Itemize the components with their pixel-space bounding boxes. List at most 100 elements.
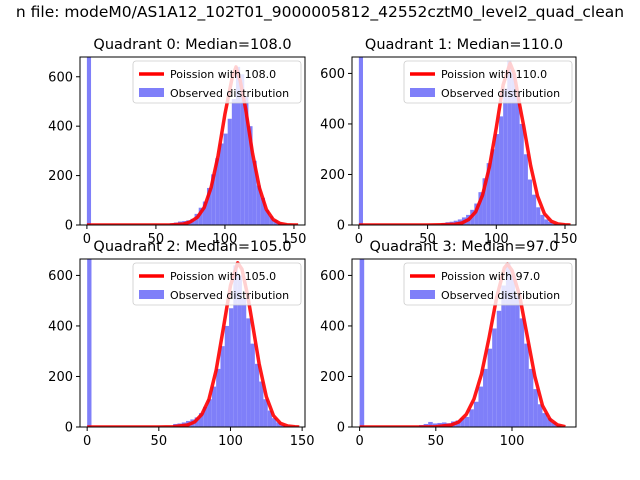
histogram-bar <box>542 413 548 427</box>
y-tick-label: 600 <box>320 67 345 82</box>
x-tick-label: 50 <box>419 232 436 247</box>
subplot-title: Quadrant 3: Median=97.0 <box>370 239 559 255</box>
histogram-bar <box>259 381 264 427</box>
x-tick-label: 0 <box>355 232 363 247</box>
legend-box <box>403 60 573 104</box>
histogram-bar <box>235 66 241 225</box>
histogram-bar <box>231 99 236 225</box>
axes-frame <box>351 258 577 428</box>
histogram-bar <box>198 413 204 427</box>
histogram-bar <box>486 163 491 225</box>
histogram-bars <box>86 57 286 225</box>
histogram-bar <box>544 219 549 225</box>
histogram-bar <box>202 201 207 225</box>
histogram-bar <box>464 416 470 427</box>
histogram-bar <box>267 410 273 427</box>
y-tick-label: 400 <box>320 319 345 334</box>
histogram-bar <box>505 262 511 427</box>
histogram-bar <box>537 404 543 427</box>
legend-box <box>132 60 302 104</box>
histogram-bars <box>358 57 557 225</box>
y-tick-label: 0 <box>337 219 345 234</box>
x-tick-label: 50 <box>428 434 445 449</box>
histogram-bar <box>359 259 365 427</box>
histogram-bar <box>469 409 474 427</box>
figure-suptitle: n file: modeM0/AS1A12_102T01_9000005812_… <box>16 3 624 22</box>
histogram-bar <box>211 174 216 225</box>
x-tick-label: 100 <box>213 232 238 247</box>
histogram-bar <box>528 368 534 427</box>
legend-label-observed: Observed distribution <box>170 87 289 100</box>
histogram-bar <box>547 418 552 427</box>
histogram-bar <box>254 363 260 427</box>
histogram-bar <box>515 96 520 225</box>
y-tick-label: 200 <box>48 169 73 184</box>
x-tick-label: 50 <box>151 434 168 449</box>
x-tick-label: 100 <box>484 232 509 247</box>
x-tick-label: 150 <box>290 434 315 449</box>
histogram-bar <box>220 346 225 427</box>
histogram-bar <box>428 421 433 427</box>
histogram-bar <box>487 348 493 427</box>
histogram-bar <box>523 154 528 225</box>
y-tick-label: 600 <box>48 70 73 85</box>
histogram-bar <box>536 207 541 225</box>
histogram-bar <box>473 401 479 427</box>
legend: Poission with 105.0 Observed distribution <box>132 262 302 306</box>
subplot-title: Quadrant 1: Median=110.0 <box>365 37 563 53</box>
x-tick-label: 150 <box>282 232 307 247</box>
histogram-bar <box>207 399 212 427</box>
histogram-bar <box>269 216 274 225</box>
histogram-bar <box>211 386 217 427</box>
histogram-bar <box>223 133 228 225</box>
histogram-bar <box>276 422 281 427</box>
histogram-bar <box>263 399 268 427</box>
y-tick-label: 0 <box>65 421 73 436</box>
x-tick-label: 0 <box>355 434 363 449</box>
legend-box <box>403 262 573 306</box>
legend-patch-swatch <box>139 88 164 97</box>
histogram-bar <box>515 295 520 427</box>
histogram-bar <box>540 214 545 225</box>
histogram-bar <box>499 116 504 225</box>
subplot-title: Quadrant 2: Median=105.0 <box>93 239 291 255</box>
legend-label-poisson: Poission with 110.0 <box>441 68 547 81</box>
histogram-bar <box>240 74 245 225</box>
subplot-quadrant-1: 0 50 100 150 0 200 400 600 Quadrant 1: Median=11… <box>320 37 577 247</box>
y-tick-label: 600 <box>320 269 345 284</box>
x-tick-label: 0 <box>83 232 91 247</box>
histogram-bar <box>206 187 212 225</box>
histogram-bar <box>244 96 249 225</box>
histogram-bar <box>548 221 553 225</box>
histogram-bar <box>519 123 524 225</box>
histogram-bar <box>248 126 253 225</box>
y-tick-label: 400 <box>48 319 73 334</box>
histogram-bar <box>501 285 506 427</box>
histogram-bar <box>483 368 488 427</box>
histogram-bar <box>527 179 533 225</box>
histogram-bar <box>482 178 487 225</box>
legend-label-poisson: Poission with 105.0 <box>170 270 276 283</box>
histogram-bar <box>215 158 220 225</box>
legend-label-poisson: Poission with 97.0 <box>441 270 540 283</box>
histogram-bar <box>507 60 512 225</box>
y-tick-label: 200 <box>320 168 345 183</box>
x-tick-label: 100 <box>218 434 243 449</box>
legend-label-observed: Observed distribution <box>170 289 289 302</box>
legend-label-poisson: Poission with 108.0 <box>170 68 276 81</box>
histogram-bar <box>511 73 516 225</box>
histogram-bar <box>524 343 529 427</box>
histogram-bar <box>86 57 92 225</box>
histogram-bar <box>494 134 500 225</box>
histogram-bar <box>216 368 221 427</box>
x-tick-label: 50 <box>148 232 165 247</box>
y-tick-label: 400 <box>48 120 73 135</box>
axes-frame <box>79 258 306 428</box>
y-tick-label: 600 <box>48 269 73 284</box>
histogram-bar <box>496 310 502 427</box>
histogram-bar <box>264 210 270 225</box>
x-tick-label: 0 <box>83 434 91 449</box>
histogram-bar <box>492 328 497 427</box>
histogram-bar <box>478 192 483 225</box>
